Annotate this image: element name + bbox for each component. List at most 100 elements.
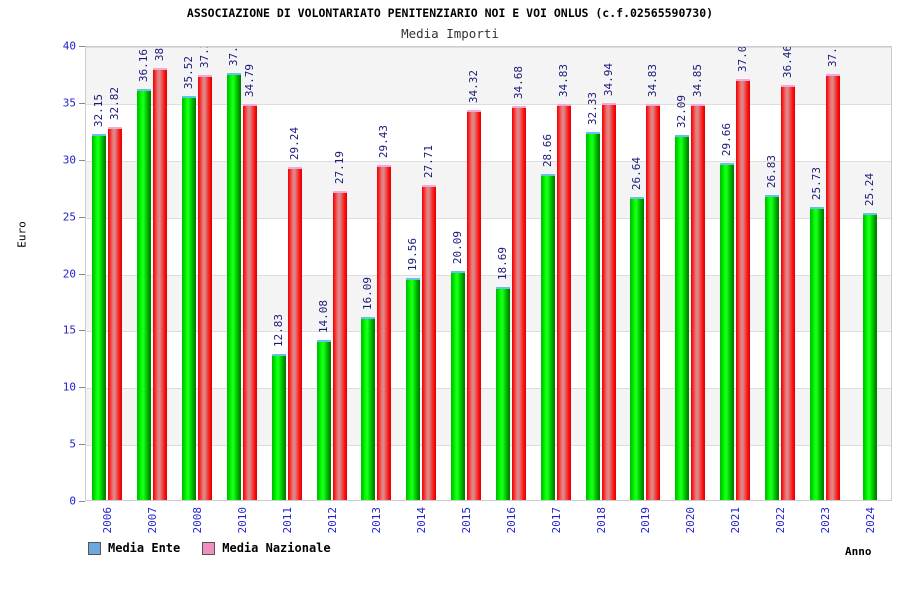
bar-value-label: 34.94	[601, 62, 615, 96]
bar-value-label: 14.08	[316, 299, 330, 333]
y-tick-label: 15	[62, 323, 76, 337]
bar-value-label: 36.46	[780, 46, 794, 79]
y-tick-mark	[79, 387, 85, 389]
x-tick-label-2014: 2014	[415, 507, 429, 534]
bar-media-ente[interactable]	[361, 316, 376, 500]
bar-value-label: 32.33	[585, 92, 599, 126]
plot-band	[86, 160, 891, 218]
bar-media-nazionale[interactable]	[780, 85, 795, 500]
bar-media-nazionale[interactable]	[646, 103, 661, 500]
bar-value-label: 37.36	[198, 46, 212, 69]
bar-value-label: 27.19	[332, 150, 346, 184]
bar-value-label: 36.16	[137, 48, 151, 82]
x-tick-label-2013: 2013	[370, 507, 384, 534]
bar-media-ente[interactable]	[316, 339, 331, 500]
bar-media-nazionale[interactable]	[242, 104, 257, 500]
bar-media-ente[interactable]	[764, 194, 779, 500]
legend-swatch-icon	[202, 541, 216, 555]
legend-item-media-ente[interactable]: Media Ente	[88, 541, 180, 555]
bar-media-nazionale[interactable]	[422, 184, 437, 500]
x-tick-label-2010: 2010	[235, 507, 249, 534]
bar-value-label: 29.66	[720, 122, 734, 156]
bar-media-nazionale[interactable]	[736, 78, 751, 500]
bar-media-nazionale[interactable]	[108, 126, 123, 500]
bar-media-ente[interactable]	[406, 277, 421, 500]
y-tick-label: 35	[62, 96, 76, 110]
chart-title: ASSOCIAZIONE DI VOLONTARIATO PENITENZIAR…	[186, 6, 714, 20]
legend-label: Media Ente	[108, 541, 181, 555]
legend-item-media-nazionale[interactable]: Media Nazionale	[202, 541, 331, 555]
bar-media-nazionale[interactable]	[825, 73, 840, 500]
bar-media-nazionale[interactable]	[601, 102, 616, 500]
x-tick-label-2007: 2007	[146, 507, 160, 534]
y-tick-mark	[79, 273, 85, 275]
bar-value-label: 27.71	[422, 144, 436, 178]
grid-line	[86, 331, 891, 333]
bar-value-label: 35.52	[182, 55, 196, 90]
bar-media-ente[interactable]	[451, 271, 466, 500]
bar-media-nazionale[interactable]	[556, 103, 571, 500]
plot-band	[86, 388, 891, 446]
bar-value-label: 26.64	[630, 156, 644, 191]
y-tick-label: 20	[62, 267, 76, 280]
y-axis: 0 5 10 15 20 25 30 35 40	[0, 40, 900, 508]
bar-value-label: 34.79	[242, 64, 256, 98]
bar-media-ente[interactable]	[862, 212, 877, 500]
x-tick-label-2018: 2018	[594, 507, 608, 534]
bar-media-ente[interactable]	[92, 134, 107, 500]
bar-value-label: 34.85	[691, 63, 705, 97]
y-tick-label: 30	[62, 153, 76, 167]
y-tick-mark	[79, 444, 85, 446]
bar-value-label: 29.24	[287, 127, 301, 161]
bar-value-label: 32.82	[108, 86, 122, 120]
bar-value-label: 38.00	[153, 47, 166, 61]
bar-value-label: 18.69	[495, 247, 509, 281]
x-tick-label-2015: 2015	[460, 507, 474, 534]
bar-media-ente[interactable]	[630, 196, 645, 500]
bar-media-nazionale[interactable]	[467, 109, 482, 500]
bar-media-ente[interactable]	[137, 88, 152, 500]
x-tick-label-2008: 2008	[191, 507, 205, 534]
bar-value-label: 20.09	[451, 231, 465, 265]
x-tick-label-2021: 2021	[729, 507, 743, 534]
y-tick-mark	[79, 102, 85, 104]
x-tick-label-2023: 2023	[818, 507, 832, 534]
bar-media-ente[interactable]	[271, 354, 286, 500]
bar-media-nazionale[interactable]	[198, 75, 213, 500]
bar-media-nazionale[interactable]	[691, 103, 706, 500]
bar-media-ente[interactable]	[495, 287, 510, 500]
bar-media-nazionale[interactable]	[377, 165, 392, 500]
bar-media-nazionale[interactable]	[287, 167, 302, 500]
bar-media-nazionale[interactable]	[511, 105, 526, 500]
y-tick-label: 0	[69, 494, 76, 508]
bar-media-nazionale[interactable]	[332, 190, 347, 500]
bar-media-ente[interactable]	[182, 95, 197, 500]
grid-line	[86, 274, 891, 276]
x-tick-label-2022: 2022	[773, 507, 787, 534]
bar-media-ente[interactable]	[585, 132, 600, 500]
grid-line	[86, 217, 891, 219]
bar-media-nazionale[interactable]	[153, 67, 168, 500]
legend-swatch-icon	[88, 541, 101, 555]
bar-media-ente[interactable]	[720, 162, 735, 500]
y-tick-mark	[79, 330, 85, 332]
bar-value-label: 28.66	[540, 133, 554, 168]
y-tick-label: 5	[69, 437, 76, 451]
y-tick-label: 25	[62, 210, 76, 224]
x-axis-label: Anno	[845, 545, 872, 558]
bar-media-ente[interactable]	[675, 134, 690, 500]
legend-label: Media Nazionale	[222, 541, 331, 555]
bar-value-label: 32.09	[675, 94, 689, 129]
y-tick-label: 40	[62, 39, 76, 53]
x-tick-label-2019: 2019	[639, 507, 653, 534]
x-tick-label-2016: 2016	[504, 507, 518, 534]
bar-media-ente[interactable]	[809, 207, 824, 500]
bar-media-ente[interactable]	[540, 174, 555, 500]
bar-media-ente[interactable]	[226, 72, 241, 500]
y-tick-mark	[79, 159, 85, 161]
bar-value-label: 34.68	[511, 65, 525, 99]
y-tick-mark	[79, 46, 85, 47]
y-tick-mark	[79, 501, 85, 502]
x-tick-label-2024: 2024	[863, 507, 877, 534]
y-tick-mark	[79, 216, 85, 218]
